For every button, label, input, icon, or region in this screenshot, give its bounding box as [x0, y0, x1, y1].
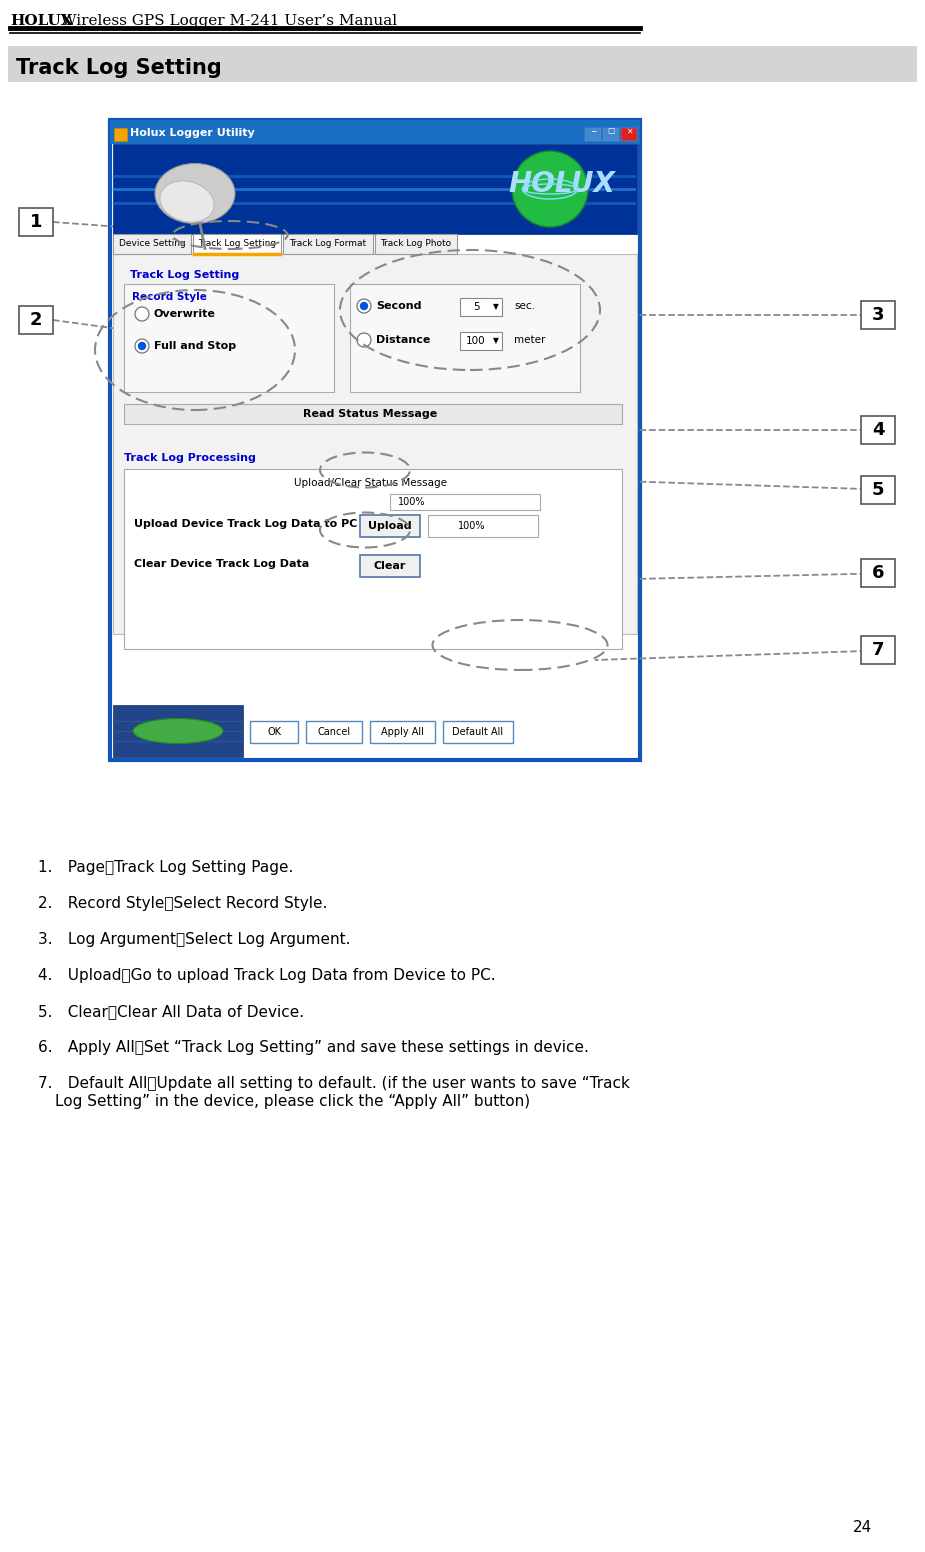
Text: 1: 1	[30, 213, 43, 231]
Text: □: □	[608, 127, 614, 135]
Text: OK: OK	[267, 726, 281, 737]
Text: 3. Log Argument：Select Log Argument.: 3. Log Argument：Select Log Argument.	[38, 933, 351, 947]
FancyBboxPatch shape	[113, 144, 637, 234]
FancyBboxPatch shape	[861, 416, 895, 444]
FancyBboxPatch shape	[283, 234, 373, 255]
Text: 5: 5	[473, 303, 479, 312]
FancyBboxPatch shape	[110, 120, 640, 760]
FancyBboxPatch shape	[306, 722, 362, 743]
FancyBboxPatch shape	[124, 404, 622, 424]
Text: 4. Upload：Go to upload Track Log Data from Device to PC.: 4. Upload：Go to upload Track Log Data fr…	[38, 968, 496, 982]
FancyBboxPatch shape	[113, 255, 637, 635]
Ellipse shape	[155, 163, 235, 223]
Circle shape	[139, 343, 145, 349]
FancyBboxPatch shape	[443, 722, 513, 743]
Text: 6. Apply All：Set “Track Log Setting” and save these settings in device.: 6. Apply All：Set “Track Log Setting” and…	[38, 1040, 589, 1055]
Text: Track Log Setting: Track Log Setting	[198, 239, 276, 248]
Text: 7: 7	[871, 641, 884, 660]
Text: Log Setting” in the device, please click the “Apply All” button): Log Setting” in the device, please click…	[55, 1094, 530, 1110]
Ellipse shape	[133, 719, 223, 743]
FancyBboxPatch shape	[193, 234, 281, 255]
Text: Track Log Setting: Track Log Setting	[16, 57, 222, 78]
Text: ▼: ▼	[493, 337, 499, 346]
Text: 3: 3	[871, 306, 884, 324]
FancyBboxPatch shape	[113, 234, 191, 255]
Text: Cancel: Cancel	[317, 726, 351, 737]
FancyBboxPatch shape	[621, 127, 637, 141]
FancyBboxPatch shape	[861, 636, 895, 664]
Text: 6: 6	[871, 563, 884, 582]
FancyBboxPatch shape	[375, 234, 457, 255]
Circle shape	[135, 338, 149, 352]
Text: Upload: Upload	[368, 521, 412, 531]
Text: 24: 24	[852, 1519, 871, 1535]
Text: HOLUX: HOLUX	[508, 171, 615, 199]
Text: Track Log Processing: Track Log Processing	[124, 453, 256, 462]
Text: sec.: sec.	[514, 301, 535, 310]
FancyBboxPatch shape	[370, 722, 435, 743]
FancyBboxPatch shape	[124, 284, 334, 393]
FancyBboxPatch shape	[110, 120, 640, 144]
Text: HOLUX: HOLUX	[10, 14, 73, 28]
Text: Upload/Clear Status Message: Upload/Clear Status Message	[293, 478, 447, 487]
Circle shape	[361, 303, 367, 309]
Circle shape	[512, 151, 588, 227]
FancyBboxPatch shape	[8, 47, 917, 82]
Text: Holux Logger Utility: Holux Logger Utility	[130, 127, 254, 138]
Text: Apply All: Apply All	[381, 726, 424, 737]
Ellipse shape	[160, 182, 214, 222]
FancyBboxPatch shape	[861, 476, 895, 504]
Text: Read Status Message: Read Status Message	[302, 410, 438, 419]
FancyBboxPatch shape	[114, 127, 127, 141]
Text: Clear Device Track Log Data: Clear Device Track Log Data	[134, 559, 309, 570]
Text: Clear: Clear	[374, 560, 406, 571]
FancyBboxPatch shape	[861, 559, 895, 587]
FancyBboxPatch shape	[124, 469, 622, 649]
Text: 100%: 100%	[458, 521, 486, 531]
Text: Wireless GPS Logger M-241 User’s Manual: Wireless GPS Logger M-241 User’s Manual	[56, 14, 397, 28]
FancyBboxPatch shape	[460, 332, 502, 351]
FancyBboxPatch shape	[350, 284, 580, 393]
Text: Second: Second	[376, 301, 422, 310]
Text: Device Setting: Device Setting	[118, 239, 185, 248]
Text: 5. Clear：Clear All Data of Device.: 5. Clear：Clear All Data of Device.	[38, 1004, 304, 1020]
FancyBboxPatch shape	[19, 306, 53, 334]
Text: 100: 100	[466, 335, 486, 346]
FancyBboxPatch shape	[603, 127, 619, 141]
Text: Track Log Photo: Track Log Photo	[380, 239, 451, 248]
Text: ✕: ✕	[626, 127, 632, 135]
FancyBboxPatch shape	[360, 556, 420, 577]
Text: 100%: 100%	[398, 497, 426, 508]
Text: ▼: ▼	[493, 303, 499, 312]
Circle shape	[357, 300, 371, 314]
Text: Overwrite: Overwrite	[154, 309, 216, 320]
Text: meter: meter	[514, 335, 546, 345]
Text: Record Style: Record Style	[132, 292, 207, 303]
Circle shape	[357, 334, 371, 348]
FancyBboxPatch shape	[390, 494, 540, 511]
Text: 2. Record Style：Select Record Style.: 2. Record Style：Select Record Style.	[38, 896, 327, 911]
FancyBboxPatch shape	[861, 301, 895, 329]
Text: Default All: Default All	[452, 726, 503, 737]
FancyBboxPatch shape	[250, 722, 298, 743]
FancyBboxPatch shape	[360, 515, 420, 537]
Text: 2: 2	[30, 310, 43, 329]
FancyBboxPatch shape	[460, 298, 502, 317]
Text: Track Log Format: Track Log Format	[290, 239, 366, 248]
Text: Distance: Distance	[376, 335, 430, 345]
Circle shape	[135, 307, 149, 321]
Text: 7. Default All：Update all setting to default. (if the user wants to save “Track: 7. Default All：Update all setting to def…	[38, 1076, 630, 1091]
Text: ─: ─	[591, 127, 596, 135]
Text: Upload Device Track Log Data to PC: Upload Device Track Log Data to PC	[134, 518, 357, 529]
Text: 1. Page：Track Log Setting Page.: 1. Page：Track Log Setting Page.	[38, 860, 293, 875]
FancyBboxPatch shape	[428, 515, 538, 537]
Text: Full and Stop: Full and Stop	[154, 341, 236, 351]
FancyBboxPatch shape	[113, 705, 243, 757]
FancyBboxPatch shape	[585, 127, 601, 141]
Text: 5: 5	[871, 481, 884, 500]
Text: 4: 4	[871, 421, 884, 439]
FancyBboxPatch shape	[19, 208, 53, 236]
Text: Track Log Setting: Track Log Setting	[130, 270, 240, 279]
